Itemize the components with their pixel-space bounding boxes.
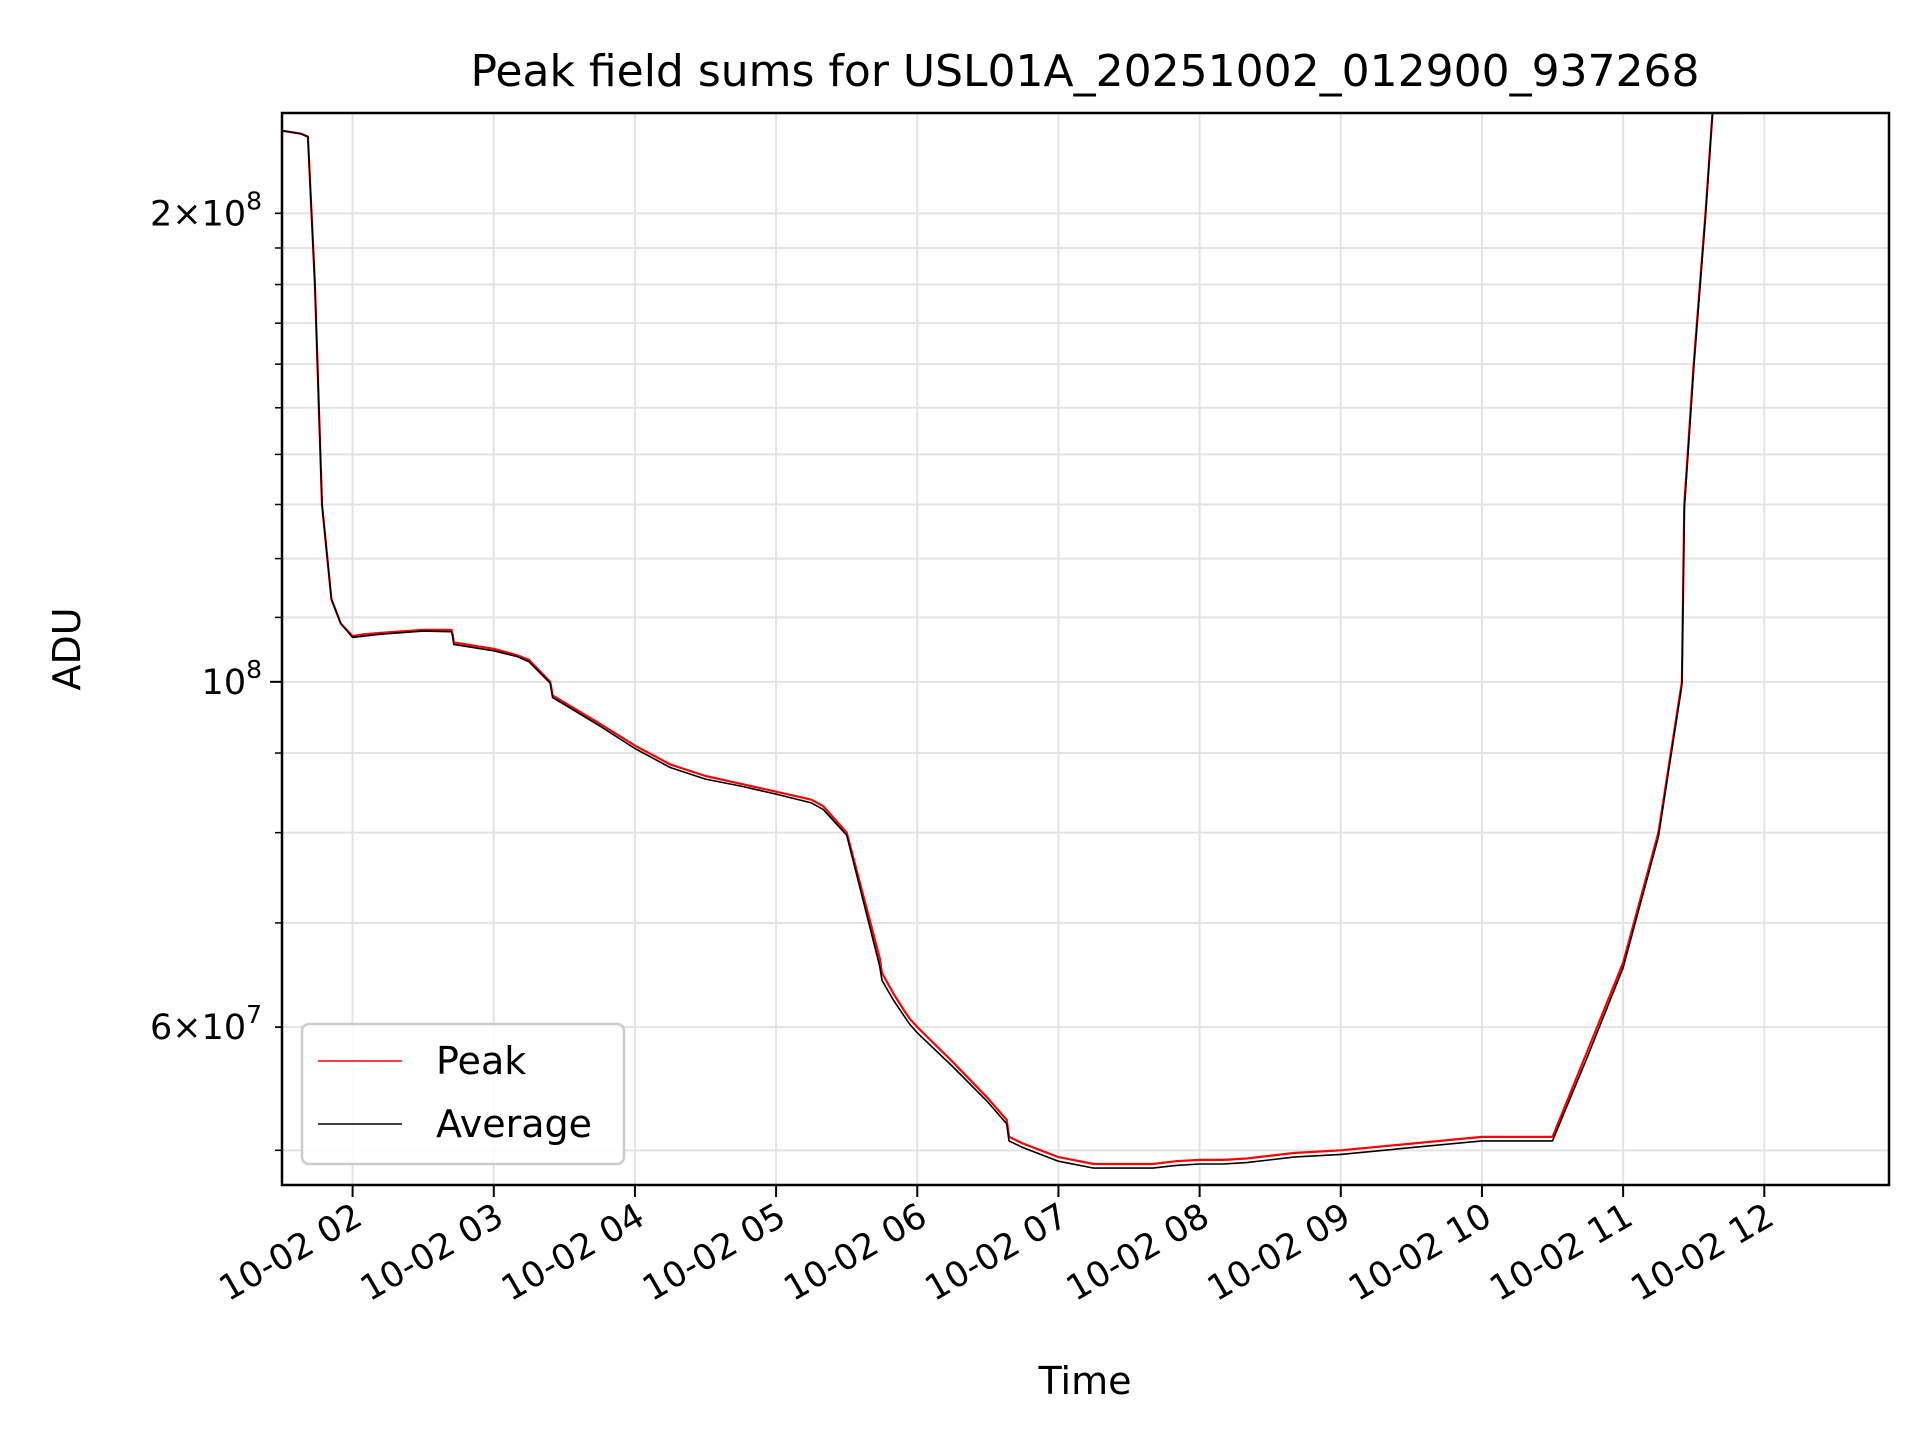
series-line-average: [282, 113, 1744, 1169]
legend: Peak Average: [300, 1022, 626, 1166]
legend-label-peak: Peak: [436, 1039, 526, 1083]
chart-title: Peak field sums for USL01A_20251002_0129…: [470, 46, 1699, 97]
y-tick-label: 108: [202, 655, 262, 703]
legend-box: [300, 1022, 626, 1166]
plot-frame: [280, 111, 1891, 1187]
grid: [282, 113, 1889, 1185]
x-axis-label: Time: [1038, 1359, 1132, 1403]
y-axis-label: ADU: [45, 607, 89, 690]
y-axis: 108 6×107 2×108: [150, 186, 282, 1152]
y-tick-label: 2×108: [150, 186, 262, 234]
y-tick-label: 6×107: [150, 1000, 262, 1048]
series-line-peak: [282, 113, 1744, 1166]
legend-label-average: Average: [436, 1102, 592, 1146]
series-area: [282, 113, 1744, 1169]
